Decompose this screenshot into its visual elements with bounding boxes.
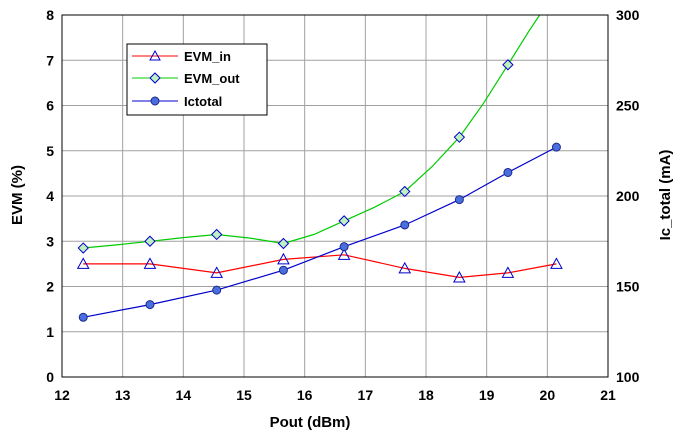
data-point-evm-out [144,235,156,247]
data-point-ictotal [551,142,561,152]
data-point-ictotal [212,285,222,295]
legend-item-ictotal: Ictotal [132,94,222,109]
legend: EVM_in EVM_out Ictotal [126,43,268,116]
y2-tick-label: 250 [616,98,640,114]
data-point-evm-in [143,257,157,269]
data-point-ictotal [503,167,513,177]
y2-tick-label: 100 [616,369,640,385]
x-tick-label: 12 [54,387,70,403]
x-tick-label: 20 [540,387,556,403]
y-tick-label: 2 [46,279,54,295]
series-layer [76,15,563,322]
series-evm-out [77,15,541,254]
legend-item-evm-in: EVM_in [132,49,231,64]
data-point-ictotal [454,195,464,205]
legend-marker-ictotal [150,96,160,106]
x-axis-title: Pout (dBm) [270,414,351,431]
data-point-evm-in [210,266,224,278]
data-point-ictotal [278,265,288,275]
data-point-evm-out [210,228,223,241]
data-point-evm-in [453,270,466,283]
x-tick-label: 16 [297,387,313,403]
series-line-evm-in [83,254,557,279]
series-evm-in [76,248,563,283]
y-tick-label: 8 [46,7,54,23]
x-tick-label: 19 [479,387,495,403]
legend-label-evm-in: EVM_in [184,49,231,64]
legend-marker-evm-out [149,72,161,84]
data-point-evm-out [77,242,89,254]
x-tick-label: 15 [236,387,252,403]
y-tick-label: 6 [46,98,54,114]
legend-label-evm-out: EVM_out [184,71,240,86]
y2-tick-label: 150 [616,279,640,295]
y2-axis-title: Ic_total (mA) [657,150,674,241]
data-point-evm-out [399,185,411,198]
data-point-ictotal [400,220,410,230]
data-point-evm-out [502,59,514,71]
y2-tick-label: 200 [616,188,640,204]
legend-label-ictotal: Ictotal [184,94,222,109]
data-point-evm-in [76,257,90,269]
y2-tick-label: 300 [616,7,640,23]
data-point-evm-in [277,252,290,265]
x-tick-label: 21 [600,387,616,403]
data-point-evm-out [338,215,350,227]
data-point-evm-in [398,261,412,274]
legend-marker-evm-in [149,49,161,61]
series-ictotal [78,142,561,322]
x-tick-label: 17 [358,387,374,403]
data-point-ictotal [78,312,88,322]
series-line-evm-out [83,15,541,249]
data-point-evm-in [550,257,563,269]
data-point-ictotal [339,242,349,252]
data-point-ictotal [145,300,155,310]
y-tick-label: 5 [46,143,54,159]
y-tick-label: 3 [46,233,54,249]
x-tick-label: 18 [418,387,434,403]
y-tick-label: 1 [46,324,54,340]
x-tick-label: 13 [115,387,131,403]
data-point-evm-out [277,237,290,250]
y-tick-label: 0 [46,369,54,385]
legend-item-evm-out: EVM_out [132,71,240,86]
data-point-evm-in [337,248,351,260]
plot-frame [61,14,609,378]
y-tick-label: 4 [46,188,54,204]
y-tick-label: 7 [46,52,54,68]
data-point-evm-in [501,266,515,278]
data-point-evm-out [453,131,466,143]
x-tick-label: 14 [176,387,192,403]
y-axis-title: EVM (%) [9,165,26,225]
tick-labels: 12 13 14 15 16 17 18 19 20 2101234567810015020025… [46,7,639,403]
